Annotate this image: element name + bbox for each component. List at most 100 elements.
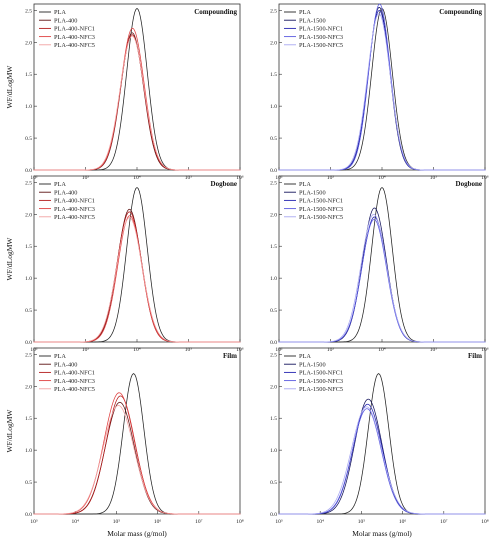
panel-5: 0.0 0.5 1.0 1.5 2.0 2.5 10³ 10⁴ 10⁵ 10⁶ 10⁷ 10⁸ Film…: [5, 347, 244, 538]
x-tick-label: 10⁷: [440, 519, 448, 525]
series-line-1: [33, 8, 241, 171]
legend-entry: PLA-1500-NFC1: [299, 198, 343, 205]
y-tick-label: 0.5: [25, 480, 32, 486]
series-line-2: [278, 207, 486, 343]
x-tick-label: 10⁴: [133, 175, 141, 181]
y-tick-label: 1.0: [270, 104, 277, 110]
x-tick-label: 10⁴: [71, 519, 79, 525]
panel-title: Film: [468, 352, 482, 360]
y-tick-label: 0.5: [25, 136, 32, 142]
x-tick-label: 10³: [327, 175, 335, 181]
legend-entry: PLA-400: [54, 361, 77, 368]
y-tick-label: 0.5: [270, 480, 277, 486]
y-tick-label: 1.5: [25, 416, 32, 422]
y-tick-label: 0.0: [25, 168, 32, 174]
panel-title: Compounding: [439, 8, 482, 16]
legend-entry: PLA-400-NFC5: [54, 42, 95, 49]
legend-entry: PLA-400-NFC5: [54, 214, 95, 221]
legend-entry: PLA-400-NFC1: [54, 198, 95, 205]
y-axis-label: WF/dLogMW: [5, 65, 14, 109]
x-tick-label: 10⁶: [399, 519, 407, 525]
y-tick-label: 2.5: [25, 352, 32, 358]
y-tick-label: 1.0: [25, 104, 32, 110]
series-line-5: [278, 213, 486, 343]
y-tick-label: 0.5: [270, 308, 277, 314]
series-line-5: [33, 217, 241, 343]
y-tick-label: 0.5: [25, 308, 32, 314]
legend-entry: PLA: [54, 9, 66, 16]
y-tick-label: 2.0: [25, 384, 32, 390]
legend-entry: PLA-400-NFC1: [54, 26, 95, 33]
legend-entry: PLA: [54, 181, 66, 188]
y-tick-label: 0.5: [270, 136, 277, 142]
panel-title: Dogbone: [211, 180, 237, 188]
y-axis-label: WF/dLogMW: [5, 409, 14, 453]
y-tick-label: 1.5: [270, 72, 277, 78]
x-tick-label: 10⁵: [185, 347, 193, 353]
legend-entry: PLA: [299, 353, 311, 360]
series-line-5: [278, 13, 486, 171]
y-tick-label: 2.5: [25, 180, 32, 186]
x-tick-label: 10³: [82, 347, 90, 353]
legend-entry: PLA: [54, 353, 66, 360]
legend-entry: PLA-1500-NFC3: [299, 378, 343, 385]
y-tick-label: 2.0: [25, 212, 32, 218]
y-tick-label: 1.0: [270, 276, 277, 282]
y-tick-label: 0.0: [270, 340, 277, 346]
series-line-2: [33, 32, 241, 171]
x-tick-label: 10⁵: [113, 519, 121, 525]
x-tick-label: 10⁸: [236, 519, 244, 525]
x-tick-label: 10⁵: [185, 175, 193, 181]
x-tick-label: 10⁴: [133, 347, 141, 353]
y-tick-label: 2.5: [270, 180, 277, 186]
legend-entry: PLA: [299, 181, 311, 188]
y-tick-label: 2.0: [25, 40, 32, 46]
legend-entry: PLA-400: [54, 189, 77, 196]
legend-entry: PLA-1500-NFC5: [299, 386, 343, 393]
series-line-5: [278, 406, 486, 515]
series-line-2: [278, 398, 486, 515]
x-tick-label: 10⁵: [358, 519, 366, 525]
legend-entry: PLA-1500: [299, 17, 326, 24]
legend-entry: PLA: [299, 9, 311, 16]
x-tick-label: 10⁴: [378, 347, 386, 353]
series-line-3: [33, 34, 241, 171]
panel-title: Dogbone: [456, 180, 482, 188]
x-tick-label: 10⁴: [316, 519, 324, 525]
legend-entry: PLA-1500: [299, 189, 326, 196]
x-tick-label: 10⁵: [430, 175, 438, 181]
y-tick-label: 1.5: [25, 72, 32, 78]
legend-entry: PLA-400-NFC3: [54, 378, 95, 385]
series-line-5: [33, 405, 241, 515]
legend-entry: PLA-400-NFC3: [54, 206, 95, 213]
y-tick-label: 1.0: [270, 448, 277, 454]
y-tick-label: 2.5: [25, 8, 32, 14]
legend-entry: PLA-1500: [299, 361, 326, 368]
y-tick-label: 1.5: [25, 244, 32, 250]
series-line-4: [33, 27, 241, 171]
y-tick-label: 0.0: [25, 340, 32, 346]
series-line-5: [33, 35, 241, 171]
x-axis-label: Molar mass (g/mol): [352, 529, 412, 538]
y-tick-label: 2.0: [270, 40, 277, 46]
y-tick-label: 2.0: [270, 212, 277, 218]
x-tick-label: 10⁷: [195, 519, 203, 525]
y-tick-label: 0.0: [270, 512, 277, 518]
series-line-3: [278, 403, 486, 515]
legend-entry: PLA-400: [54, 17, 77, 24]
y-tick-label: 1.0: [25, 276, 32, 282]
x-axis-label: Molar mass (g/mol): [107, 529, 167, 538]
series-line-4: [33, 392, 241, 515]
x-tick-label: 10⁴: [378, 175, 386, 181]
legend-entry: PLA-1500-NFC1: [299, 370, 343, 377]
legend-entry: PLA-400-NFC3: [54, 34, 95, 41]
plot-area: [33, 347, 241, 515]
series-line-1: [33, 373, 241, 515]
legend-entry: PLA-1500-NFC5: [299, 214, 343, 221]
legend-entry: PLA-1500-NFC3: [299, 34, 343, 41]
series-line-2: [33, 401, 241, 515]
